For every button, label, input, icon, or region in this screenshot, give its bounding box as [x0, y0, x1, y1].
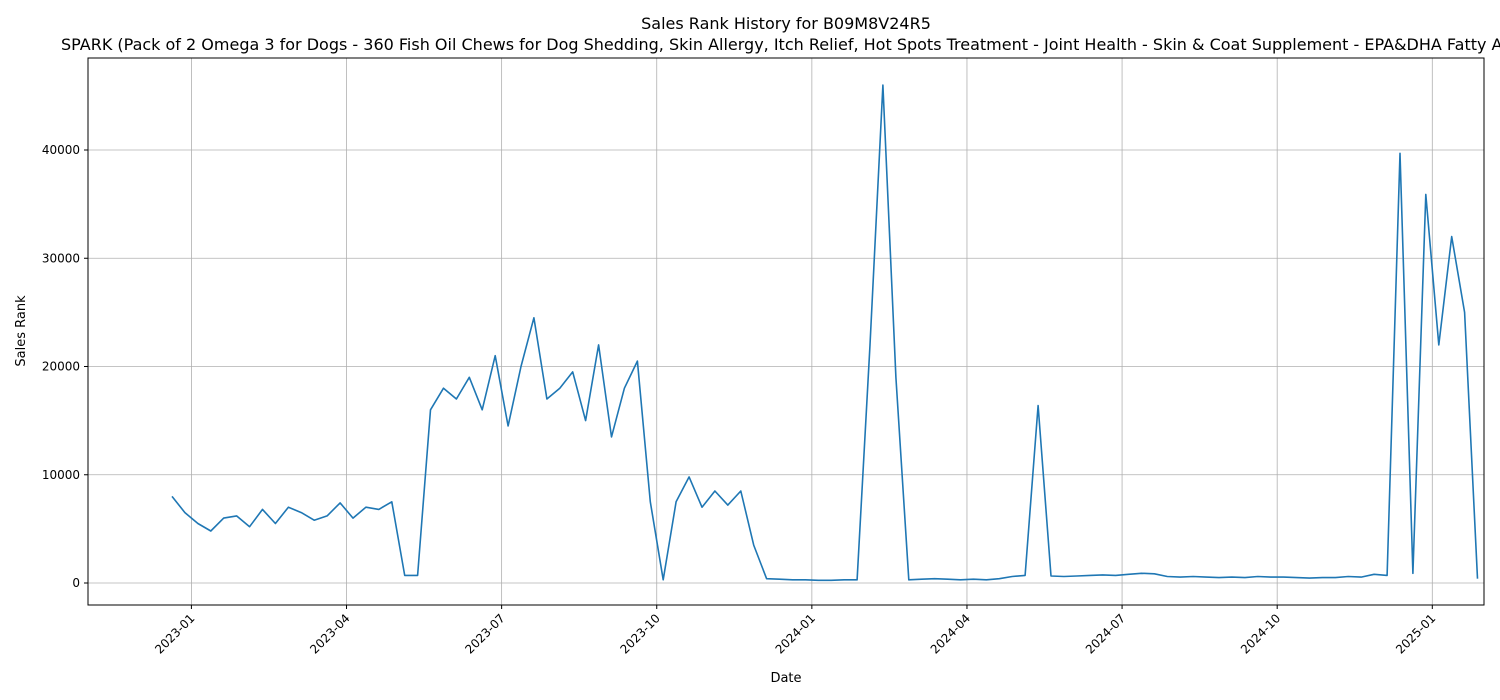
y-tick-label: 40000 — [42, 143, 80, 157]
y-tick-label: 0 — [72, 576, 80, 590]
plot-frame — [87, 57, 1485, 606]
y-tick-label: 30000 — [42, 251, 80, 265]
chart-subtitle: SPARK (Pack of 2 Omega 3 for Dogs - 360 … — [61, 35, 1500, 54]
chart-title: Sales Rank History for B09M8V24R5 — [641, 14, 931, 33]
y-tick-label: 10000 — [42, 468, 80, 482]
y-axis-label: Sales Rank — [14, 295, 29, 367]
x-axis-label: Date — [770, 671, 801, 686]
y-tick-label: 20000 — [42, 360, 80, 374]
data-line — [171, 84, 1479, 582]
